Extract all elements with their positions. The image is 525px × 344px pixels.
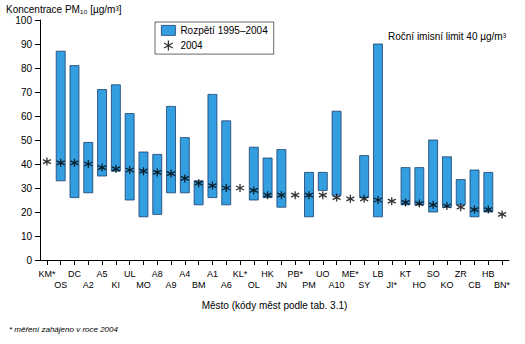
svg-text:BN*: BN* [494,280,511,290]
svg-text:100: 100 [15,15,32,26]
svg-text:KI: KI [112,280,121,290]
svg-text:70: 70 [21,87,33,98]
svg-text:* měření zahájeno v roce 2004: * měření zahájeno v roce 2004 [9,325,119,334]
svg-text:HB: HB [482,269,495,279]
svg-text:HK: HK [261,269,274,279]
svg-text:JI*: JI* [386,280,397,290]
svg-text:10: 10 [21,231,33,242]
svg-text:PM: PM [302,280,316,290]
svg-text:Koncentrace PM₁₀ [µg/m³]: Koncentrace PM₁₀ [µg/m³] [6,4,122,15]
svg-text:A5: A5 [97,269,108,279]
svg-text:BM: BM [192,280,206,290]
svg-text:20: 20 [21,207,33,218]
svg-text:OS: OS [54,280,67,290]
svg-text:LB: LB [372,269,383,279]
svg-text:30: 30 [21,183,33,194]
svg-text:SY: SY [358,280,370,290]
svg-text:OL: OL [248,280,260,290]
svg-text:Rozpětí 1995–2004: Rozpětí 1995–2004 [180,25,268,36]
svg-text:HO: HO [413,280,427,290]
svg-text:2004: 2004 [180,40,203,51]
svg-text:A6: A6 [221,280,232,290]
svg-text:0: 0 [26,255,32,266]
svg-text:UO: UO [316,269,330,279]
svg-text:SO: SO [427,269,440,279]
svg-text:KM*: KM* [38,269,56,279]
svg-text:KO: KO [440,280,453,290]
svg-text:A10: A10 [329,280,345,290]
svg-text:50: 50 [21,135,33,146]
svg-text:90: 90 [21,39,33,50]
svg-text:Město (kódy měst podle tab. 3.: Město (kódy měst podle tab. 3.1) [202,300,348,311]
svg-text:CB: CB [468,280,481,290]
svg-text:Roční imisní limit 40 µg/m³: Roční imisní limit 40 µg/m³ [388,31,507,42]
svg-text:JN: JN [276,280,287,290]
svg-text:KT: KT [400,269,412,279]
svg-text:A2: A2 [83,280,94,290]
svg-text:80: 80 [21,63,33,74]
svg-text:A4: A4 [179,269,190,279]
svg-text:60: 60 [21,111,33,122]
svg-text:A8: A8 [152,269,163,279]
svg-text:DC: DC [68,269,81,279]
svg-text:ZR: ZR [455,269,467,279]
svg-text:UL: UL [124,269,136,279]
svg-text:ME*: ME* [342,269,360,279]
svg-text:KL*: KL* [233,269,248,279]
svg-text:40: 40 [21,159,33,170]
svg-text:MO: MO [136,280,151,290]
svg-text:A9: A9 [166,280,177,290]
svg-text:PB*: PB* [287,269,303,279]
svg-text:A1: A1 [207,269,218,279]
